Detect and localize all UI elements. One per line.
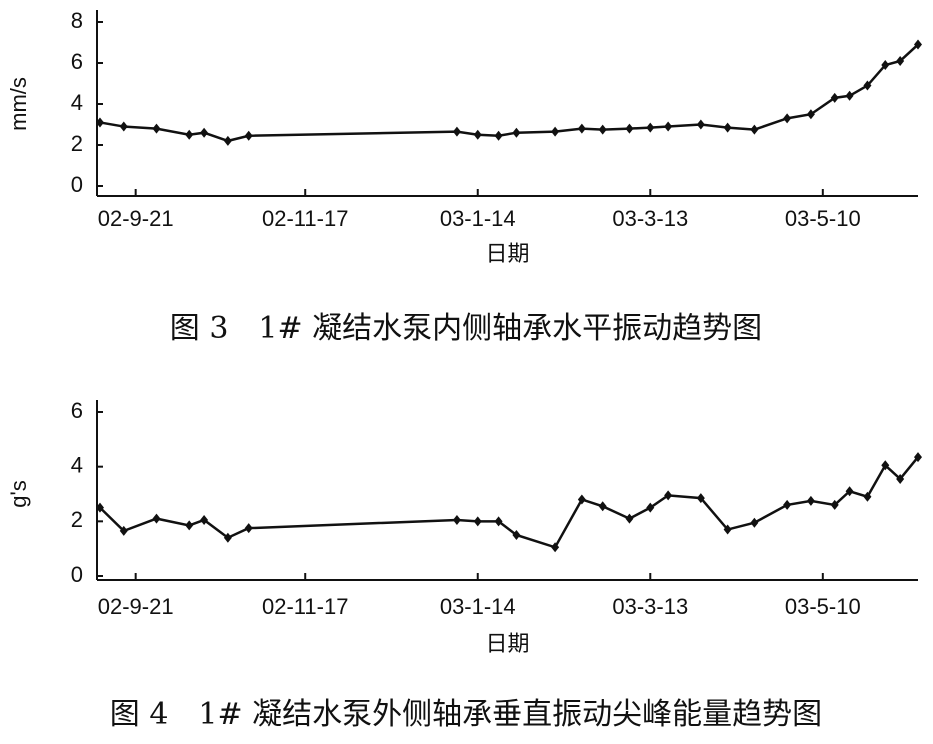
- data-point: [119, 121, 128, 132]
- data-point: [200, 514, 209, 525]
- data-point: [494, 130, 503, 141]
- data-point: [577, 123, 586, 134]
- x-tick-label: 02-9-21: [98, 594, 174, 619]
- data-point: [551, 126, 560, 137]
- data-point: [664, 121, 673, 132]
- data-point: [119, 525, 128, 536]
- data-point: [473, 516, 482, 527]
- data-point: [223, 135, 232, 146]
- x-tick-label: 03-5-10: [785, 206, 861, 231]
- data-point: [863, 491, 872, 502]
- data-line: [99, 43, 919, 143]
- y-tick-label: 4: [71, 452, 83, 477]
- data-point: [750, 517, 759, 528]
- data-point: [244, 523, 253, 534]
- data-point: [244, 130, 253, 141]
- y-tick-label: 4: [71, 90, 83, 115]
- y-tick-label: 0: [71, 172, 83, 197]
- data-line: [99, 456, 919, 549]
- data-point: [95, 117, 104, 128]
- data-point: [152, 123, 161, 134]
- data-point: [896, 473, 905, 484]
- y-tick-label: 2: [71, 131, 83, 156]
- y-tick-label: 8: [71, 8, 83, 33]
- data-point: [896, 55, 905, 66]
- x-tick-label: 03-3-13: [612, 594, 688, 619]
- x-tick-label: 02-11-17: [262, 206, 348, 231]
- data-point: [845, 486, 854, 497]
- data-point: [185, 129, 194, 140]
- data-point: [830, 92, 839, 103]
- y-tick-label: 2: [71, 507, 83, 532]
- data-point: [598, 124, 607, 135]
- y-tick-label: 6: [71, 49, 83, 74]
- caption: 图 4 1# 凝结水泵外侧轴承垂直振动尖峰能量趋势图: [110, 697, 822, 732]
- data-point: [625, 123, 634, 134]
- y-axis-label: g's: [6, 480, 31, 507]
- x-tick-label: 03-3-13: [612, 206, 688, 231]
- data-point: [551, 542, 560, 553]
- data-point: [512, 530, 521, 540]
- data-point: [494, 516, 503, 527]
- data-point: [223, 532, 232, 543]
- x-axis-label: 日期: [485, 631, 529, 656]
- data-point: [783, 499, 792, 510]
- data-point: [185, 520, 194, 531]
- data-point: [473, 129, 482, 140]
- x-tick-label: 02-11-17: [262, 594, 348, 619]
- y-tick-label: 6: [71, 398, 83, 423]
- y-tick-label: 0: [71, 562, 83, 587]
- data-point: [696, 493, 705, 504]
- data-point: [452, 514, 461, 525]
- data-point: [723, 524, 732, 535]
- data-point: [664, 490, 673, 501]
- data-point: [783, 113, 792, 124]
- x-tick-label: 02-9-21: [98, 206, 174, 231]
- data-point: [152, 513, 161, 524]
- data-point: [646, 502, 655, 513]
- data-point: [598, 501, 607, 512]
- data-point: [750, 124, 759, 135]
- data-point: [512, 127, 521, 138]
- data-point: [625, 513, 634, 524]
- data-point: [806, 109, 815, 120]
- data-point: [577, 494, 586, 505]
- data-point: [452, 126, 461, 137]
- data-point: [914, 39, 922, 50]
- data-point: [830, 499, 839, 510]
- data-point: [863, 80, 872, 91]
- data-point: [881, 60, 890, 71]
- data-point: [646, 122, 655, 133]
- data-point: [200, 127, 209, 138]
- data-point: [696, 119, 705, 130]
- x-tick-label: 03-1-14: [440, 206, 516, 231]
- caption: 图 3 1# 凝结水泵内侧轴承水平振动趋势图: [170, 311, 762, 346]
- data-point: [914, 452, 922, 463]
- x-tick-label: 03-5-10: [785, 594, 861, 619]
- y-axis-label: mm/s: [6, 77, 31, 131]
- data-point: [881, 460, 890, 471]
- x-tick-label: 03-1-14: [440, 594, 516, 619]
- x-axis-label: 日期: [485, 241, 529, 266]
- data-point: [723, 122, 732, 133]
- data-point: [845, 90, 854, 101]
- data-point: [806, 495, 815, 506]
- data-point: [95, 502, 104, 513]
